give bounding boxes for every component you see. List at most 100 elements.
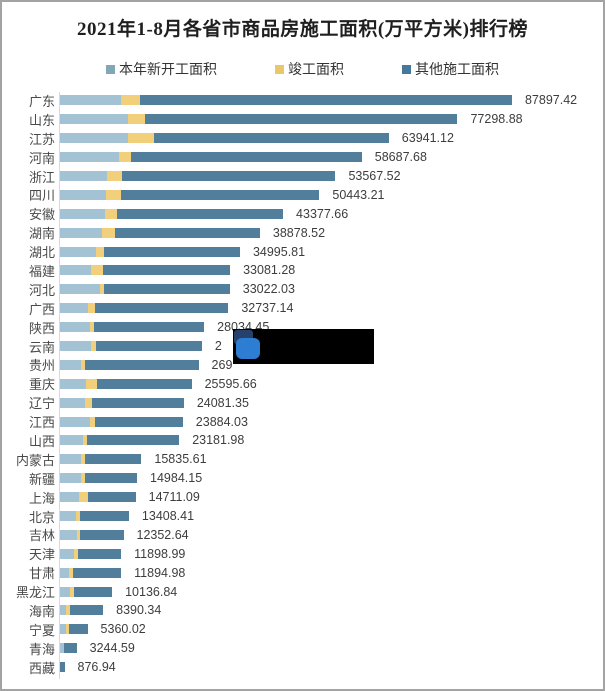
stacked-bar <box>60 341 202 352</box>
chart-row: 江苏 63941.12 <box>2 129 603 148</box>
chart-row: 江西 23884.03 <box>2 412 603 431</box>
category-label: 云南 <box>28 339 55 355</box>
bar-segment-new-start <box>60 208 105 219</box>
value-label: 34995.81 <box>252 244 306 259</box>
stacked-bar <box>60 643 77 654</box>
category-label: 广西 <box>28 301 55 317</box>
bar-segment-completed <box>91 265 104 276</box>
bar-segment-new-start <box>60 341 91 352</box>
bar-segment-other <box>84 473 138 484</box>
category-label: 贵州 <box>28 358 55 374</box>
bar-segment-new-start <box>60 643 64 654</box>
stacked-bar <box>60 454 142 465</box>
value-label: 14711.09 <box>148 490 200 505</box>
bar-segment-completed <box>128 133 154 144</box>
stacked-bar <box>60 473 138 484</box>
cursor-blue-shape <box>236 338 260 359</box>
page-title: 2021年1-8月各省市商品房施工面积(万平方米)排行榜 <box>77 19 528 40</box>
chart-row: 广西 32737.14 <box>2 299 603 318</box>
bar-segment-other <box>72 567 122 578</box>
bar-segment-other <box>97 378 192 389</box>
chart-row: 甘肃 11894.98 <box>2 563 603 582</box>
bar-segment-completed <box>73 548 78 559</box>
category-label: 青海 <box>28 641 55 657</box>
bar-segment-completed <box>102 227 116 238</box>
plot-area: 广东 87897.42 山东 77298.88 江苏 63941.12 河南 <box>2 91 603 677</box>
bar-segment-other <box>131 152 362 163</box>
value-label: 32737.14 <box>241 301 294 316</box>
stacked-bar <box>60 284 230 295</box>
bar-segment-other <box>79 511 129 522</box>
stacked-bar <box>60 265 231 276</box>
censor-box <box>233 329 374 364</box>
value-label: 269 <box>211 357 233 372</box>
bar-segment-other <box>117 208 284 219</box>
chart-row: 河北 33022.03 <box>2 280 603 299</box>
category-label: 重庆 <box>28 377 55 393</box>
cursor-click-icon <box>233 329 263 360</box>
legend: 本年新开工面积 竣工面积 其他施工面积 <box>2 59 603 79</box>
value-label: 8390.34 <box>116 603 162 618</box>
chart-row: 四川 50443.21 <box>2 185 603 204</box>
bar-segment-completed <box>83 435 87 446</box>
category-label: 四川 <box>28 188 55 204</box>
bar-segment-other <box>87 492 136 503</box>
stacked-bar <box>60 586 113 597</box>
category-label: 湖北 <box>28 245 55 261</box>
value-label: 77298.88 <box>470 112 523 127</box>
value-label: 58687.68 <box>374 150 427 165</box>
chart-row: 北京 13408.41 <box>2 507 603 526</box>
stacked-bar <box>60 529 124 540</box>
bar-segment-new-start <box>60 322 91 333</box>
value-label: 50443.21 <box>332 187 385 202</box>
stacked-bar <box>60 114 458 125</box>
bar-segment-new-start <box>60 114 128 125</box>
category-label: 黑龙江 <box>15 585 55 601</box>
bar-segment-other <box>103 265 231 276</box>
bar-segment-completed <box>118 152 132 163</box>
chart-row: 安徽 43377.66 <box>2 204 603 223</box>
bar-segment-new-start <box>60 511 76 522</box>
category-label: 天津 <box>28 547 55 563</box>
chart-row: 上海 14711.09 <box>2 488 603 507</box>
bar-segment-new-start <box>60 284 100 295</box>
category-label: 北京 <box>28 509 55 525</box>
bar-segment-new-start <box>60 227 103 238</box>
chart-row: 黑龙江 10136.84 <box>2 582 603 601</box>
bar-segment-new-start <box>60 152 119 163</box>
bar-segment-other <box>63 643 77 654</box>
bar-segment-other <box>84 454 142 465</box>
stacked-bar <box>60 133 389 144</box>
value-label: 33022.03 <box>242 282 295 297</box>
stacked-bar <box>60 662 65 673</box>
bar-segment-new-start <box>60 454 81 465</box>
stacked-bar <box>60 397 184 408</box>
category-label: 宁夏 <box>28 622 55 638</box>
bar-segment-new-start <box>60 171 108 181</box>
category-label: 海南 <box>28 604 55 619</box>
category-label: 福建 <box>28 263 55 279</box>
category-label: 西藏 <box>28 660 55 676</box>
chart-row: 内蒙古 15835.61 <box>2 450 603 469</box>
category-label: 新疆 <box>28 471 55 487</box>
category-label: 甘肃 <box>28 566 55 582</box>
chart-row: 宁夏 5360.02 <box>2 620 603 639</box>
category-label: 安徽 <box>28 207 55 223</box>
chart-row: 湖北 34995.81 <box>2 242 603 261</box>
chart-row: 湖南 38878.52 <box>2 223 603 242</box>
category-label: 吉林 <box>28 528 55 544</box>
chart-row: 新疆 14984.15 <box>2 469 603 488</box>
chart-row: 青海 3244.59 <box>2 639 603 658</box>
value-label: 43377.66 <box>296 206 349 221</box>
stacked-bar <box>60 171 336 181</box>
category-label: 内蒙古 <box>15 452 55 468</box>
value-label: 25595.66 <box>204 376 257 391</box>
bar-segment-other <box>153 133 389 144</box>
bar-segment-new-start <box>60 397 85 408</box>
category-label: 浙江 <box>28 169 55 185</box>
stacked-bar <box>60 416 183 427</box>
stacked-bar <box>60 189 320 200</box>
bar-segment-new-start <box>60 548 74 559</box>
category-label: 河南 <box>28 150 55 166</box>
